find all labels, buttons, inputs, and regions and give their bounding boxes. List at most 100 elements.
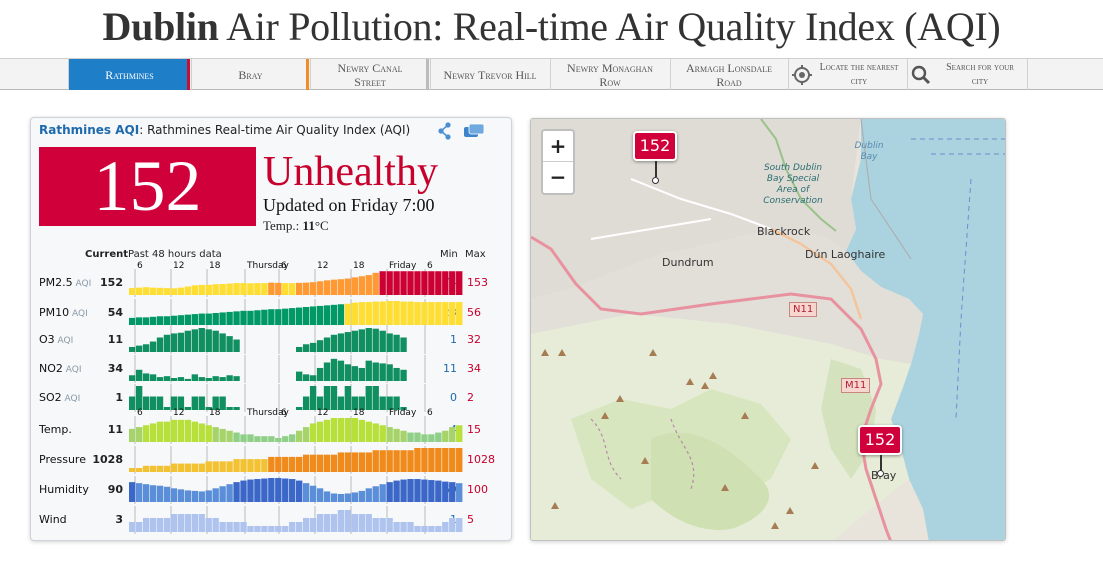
- tab-newry-trevor-hill[interactable]: Newry Trevor Hill: [430, 59, 549, 90]
- bar: [400, 479, 407, 502]
- tab-bray[interactable]: Bray: [191, 59, 309, 90]
- bar: [275, 309, 282, 325]
- bar: [268, 282, 275, 295]
- bar: [421, 271, 428, 295]
- bar: [351, 396, 359, 410]
- search-city-button[interactable]: Search for your city: [907, 59, 1028, 90]
- card-header: Rathmines AQI: Rathmines Real-time Air Q…: [39, 123, 411, 137]
- card-subtitle: Rathmines Real-time Air Quality Index (A…: [147, 123, 411, 137]
- tick-label: Thursday: [246, 408, 290, 417]
- map-marker-bray[interactable]: 152: [858, 425, 902, 455]
- bar: [407, 432, 414, 442]
- bar: [129, 396, 136, 410]
- road-badge-n11: N11: [789, 302, 818, 317]
- tab-rathmines[interactable]: Rathmines: [68, 59, 190, 90]
- bar: [254, 479, 261, 502]
- tab-armagh-lonsdale-road[interactable]: Armagh Lonsdale Road: [670, 59, 787, 90]
- bar: [191, 314, 198, 325]
- bar: [163, 486, 171, 502]
- bar: [372, 328, 379, 352]
- bar: [289, 479, 296, 502]
- aqi-value: 152: [93, 146, 202, 226]
- row-max: 15: [467, 423, 481, 436]
- bar: [358, 514, 365, 532]
- share-icon[interactable]: [437, 122, 453, 140]
- bar: [226, 407, 233, 410]
- bar: [296, 282, 303, 295]
- bar: [351, 366, 359, 381]
- bar: [254, 436, 261, 442]
- bar: [372, 486, 379, 502]
- bar: [163, 518, 171, 532]
- bar: [386, 271, 393, 295]
- bar: [393, 522, 400, 532]
- bar: [205, 313, 212, 325]
- locate-nearest-city-button[interactable]: Locate the nearest city: [788, 59, 906, 90]
- row-current: 3: [115, 513, 123, 526]
- bar: [226, 283, 233, 295]
- bar: [289, 522, 296, 532]
- bar: [254, 283, 261, 295]
- bar: [330, 334, 338, 352]
- bar: [233, 407, 240, 410]
- bar: [282, 283, 289, 295]
- row-sparkline: [129, 416, 463, 444]
- bar: [135, 369, 143, 381]
- bar: [149, 396, 157, 410]
- past-48h-header: Past 48 hours data: [128, 249, 222, 260]
- row-sparkline: [129, 506, 463, 534]
- bar: [233, 522, 240, 532]
- map-label-conservation: South Dublin Bay Special Area of Conserv…: [763, 163, 823, 206]
- bar: [330, 493, 338, 502]
- bar: [435, 432, 442, 442]
- bar: [226, 336, 233, 352]
- bar: [456, 483, 463, 502]
- bar: [142, 484, 150, 502]
- row-label: Pressure: [39, 453, 86, 466]
- comments-icon[interactable]: [463, 123, 485, 139]
- bar: [365, 302, 372, 325]
- bar: [302, 396, 310, 410]
- bar: [330, 279, 338, 295]
- bar: [337, 396, 345, 410]
- bar: [393, 271, 400, 295]
- bar: [365, 386, 372, 410]
- bar: [198, 423, 205, 442]
- bar: [142, 396, 150, 410]
- shipping-lane-south: [955, 178, 972, 420]
- bar: [365, 488, 372, 502]
- row-so2: SO2 AQI 1 0 2: [31, 384, 513, 412]
- bar: [379, 396, 386, 410]
- bar: [337, 418, 345, 442]
- bar: [372, 272, 379, 295]
- bar: [330, 304, 338, 325]
- bar: [386, 301, 393, 325]
- bar: [205, 329, 212, 352]
- row-wind: Wind315: [31, 506, 513, 534]
- bar: [261, 526, 268, 532]
- tick-label: 6: [281, 408, 287, 417]
- bar: [135, 386, 143, 410]
- bar: [226, 311, 233, 325]
- map[interactable]: Dundrum Blackrock Dún Laoghaire Bray Dub…: [530, 118, 1006, 541]
- conservation-boundary: [760, 119, 837, 232]
- tab-newry-monaghan-row[interactable]: Newry Monaghan Row: [550, 59, 669, 90]
- zoom-in-button[interactable]: +: [543, 131, 573, 162]
- bar: [226, 461, 233, 472]
- bar: [449, 302, 456, 325]
- bar: [316, 454, 324, 472]
- map-marker-rathmines[interactable]: 152: [633, 131, 677, 161]
- bar: [428, 480, 435, 502]
- tick-label: 6: [137, 408, 143, 417]
- search-icon: [911, 65, 931, 84]
- zoom-out-button[interactable]: −: [549, 165, 567, 189]
- bar: [407, 522, 414, 532]
- bar: [129, 428, 136, 442]
- bar: [198, 514, 205, 532]
- bar: [344, 452, 352, 472]
- bar: [261, 309, 268, 325]
- site-name-link[interactable]: Rathmines AQI: [39, 123, 140, 137]
- tab-newry-canal-street[interactable]: Newry Canal Street: [310, 59, 429, 90]
- row-sparkline: [129, 446, 463, 474]
- bar: [212, 376, 219, 381]
